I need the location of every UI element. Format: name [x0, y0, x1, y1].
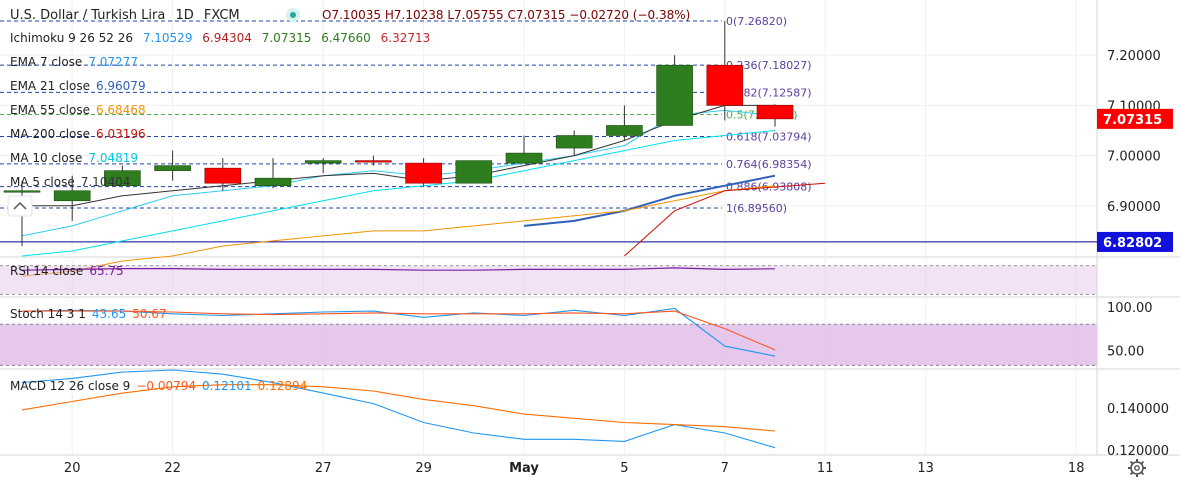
macd-axis-label: 0.120000: [1107, 444, 1169, 459]
ohlc-values: O7.10035 H7.10238 L7.05755 C7.07315 −0.0…: [322, 8, 690, 22]
legend-ichimoku[interactable]: Ichimoku 9 26 52 26 7.10529 6.94304 7.07…: [10, 31, 430, 45]
last-price-badge[interactable]: [1097, 108, 1173, 129]
candle-body: [355, 160, 392, 163]
macd-macd-line: [21, 369, 776, 449]
date-axis-label: 13: [917, 461, 934, 476]
candle-body: [555, 135, 593, 149]
candle-body: [455, 160, 493, 184]
date-axis-label: 27: [315, 461, 332, 476]
price-axis-label: 7.20000: [1107, 49, 1161, 64]
candle-body: [505, 152, 543, 164]
price-axis-label: 7.00000: [1107, 150, 1161, 165]
ma-line: [523, 174, 776, 227]
candle-body: [154, 165, 191, 171]
ma-line: [21, 185, 776, 277]
candle-body: [756, 104, 794, 120]
chevron-up-icon: [13, 201, 27, 210]
legend-ema55[interactable]: EMA 55 close 6.68468: [10, 103, 146, 117]
candle-body: [204, 167, 242, 184]
legend-ma5[interactable]: MA 5 close 7.10404: [10, 175, 130, 189]
chart-header: U.S. Dollar / Turkish Lira 1D FXCM O7.10…: [10, 8, 690, 23]
fib-level-label: 0(7.26820): [726, 15, 787, 28]
legend-ma200[interactable]: MA 200 close 6.03196: [10, 127, 146, 141]
stoch-legend[interactable]: Stoch 14 3 1 43.65 50.67: [10, 307, 167, 321]
candle-body: [53, 190, 91, 202]
fibonacci-retracement[interactable]: 0(7.26820) 0.236(7.18027) 0.382(7.12587) 0.…: [0, 15, 1097, 243]
ref-price-badge[interactable]: [1097, 231, 1173, 252]
ma-line: [22, 104, 775, 207]
last-price-label: 7.07315: [1103, 113, 1162, 128]
indicator-legend: Ichimoku 9 26 52 26 7.10529 6.94304 7.07…: [7, 31, 430, 217]
date-axis-label: 18: [1068, 461, 1085, 476]
macd-legend[interactable]: MACD 12 26 close 9 −0.00794 0.12101 0.12894: [10, 379, 307, 393]
fib-level-label: 1(6.89560): [726, 202, 787, 215]
candle-body: [254, 177, 292, 187]
date-axis-label: 7: [721, 461, 729, 476]
symbol-title: U.S. Dollar / Turkish Lira 1D FXCM: [10, 8, 240, 23]
fib-level-label: 0.382(7.12587): [726, 86, 812, 99]
date-axis-label: May: [509, 461, 539, 476]
stoch-panel: 100.00 50.00: [0, 301, 1153, 366]
fib-level-label: 0.236(7.18027): [726, 59, 812, 72]
date-axis-label: 29: [415, 461, 432, 476]
candlesticks: [3, 20, 794, 246]
candle-body: [405, 162, 442, 184]
legend-collapse-button[interactable]: [7, 195, 33, 217]
price-axis-label: 6.90000: [1107, 200, 1161, 215]
date-axis[interactable]: 20 22 27 29 May 5 7 11 13 18: [64, 461, 1085, 476]
macd-axis-label: 0.140000: [1107, 402, 1169, 417]
candle-body: [304, 160, 342, 164]
stoch-d-line: [22, 310, 776, 351]
legend-ma10[interactable]: MA 10 close 7.04819: [10, 151, 138, 165]
rsi-panel: [0, 265, 1097, 295]
stoch-axis-label: 50.00: [1107, 345, 1144, 360]
candle-body: [706, 64, 744, 106]
legend-ema7[interactable]: EMA 7 close 7.07277: [10, 55, 138, 69]
stoch-axis-label: 100.00: [1107, 301, 1153, 316]
ma200-line: [624, 182, 826, 257]
legend-ema21[interactable]: EMA 21 close 6.96079: [10, 79, 146, 93]
market-status-dot: [290, 12, 296, 18]
fib-level-label: 0.764(6.98354): [726, 158, 812, 171]
stoch-band: [0, 324, 1097, 366]
ref-price-label: 6.82802: [1103, 236, 1162, 251]
fib-level-label: 0.618(7.03794): [726, 131, 812, 144]
rsi-band: [0, 265, 1097, 294]
macd-panel: 0.140000 0.120000: [21, 369, 1169, 459]
date-axis-label: 22: [164, 461, 181, 476]
rsi-line: [21, 267, 776, 271]
ma-line: [21, 130, 776, 257]
macd-signal-line: [21, 384, 776, 432]
rsi-legend[interactable]: RSI 14 close 65.75: [10, 264, 124, 278]
date-axis-label: 5: [620, 461, 628, 476]
date-axis-label: 20: [64, 461, 81, 476]
candle-body: [3, 190, 41, 193]
price-axis[interactable]: 7.200007.100007.000006.900007.073156.828…: [1097, 49, 1173, 252]
candle-body: [606, 125, 643, 136]
gear-icon[interactable]: [1128, 459, 1146, 477]
candle-body: [656, 64, 693, 126]
moving-averages: [21, 104, 826, 277]
candle-body: [104, 170, 141, 187]
date-axis-label: 11: [817, 461, 834, 476]
